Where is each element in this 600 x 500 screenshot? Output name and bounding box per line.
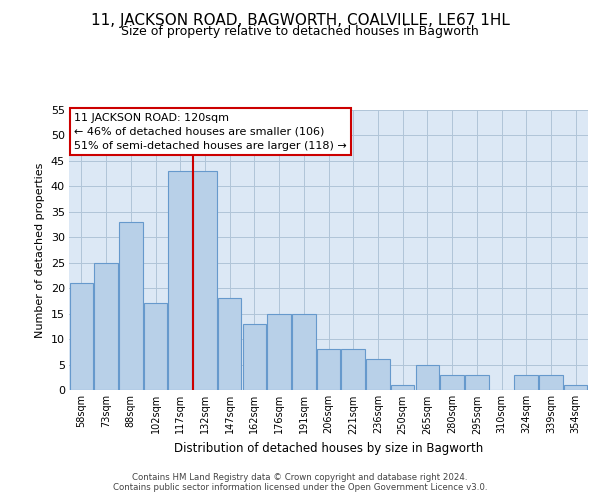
- Bar: [144, 304, 167, 390]
- Bar: [119, 222, 143, 390]
- Bar: [218, 298, 241, 390]
- Bar: [242, 324, 266, 390]
- Bar: [366, 360, 389, 390]
- Bar: [564, 385, 587, 390]
- Text: 11, JACKSON ROAD, BAGWORTH, COALVILLE, LE67 1HL: 11, JACKSON ROAD, BAGWORTH, COALVILLE, L…: [91, 12, 509, 28]
- Bar: [416, 364, 439, 390]
- Bar: [94, 262, 118, 390]
- Bar: [193, 171, 217, 390]
- Text: Contains HM Land Registry data © Crown copyright and database right 2024.
Contai: Contains HM Land Registry data © Crown c…: [113, 473, 487, 492]
- Bar: [292, 314, 316, 390]
- X-axis label: Distribution of detached houses by size in Bagworth: Distribution of detached houses by size …: [174, 442, 483, 455]
- Y-axis label: Number of detached properties: Number of detached properties: [35, 162, 45, 338]
- Text: Size of property relative to detached houses in Bagworth: Size of property relative to detached ho…: [121, 25, 479, 38]
- Bar: [268, 314, 291, 390]
- Bar: [465, 374, 488, 390]
- Bar: [341, 350, 365, 390]
- Text: 11 JACKSON ROAD: 120sqm
← 46% of detached houses are smaller (106)
51% of semi-d: 11 JACKSON ROAD: 120sqm ← 46% of detache…: [74, 113, 347, 151]
- Bar: [391, 385, 415, 390]
- Bar: [539, 374, 563, 390]
- Bar: [440, 374, 464, 390]
- Bar: [514, 374, 538, 390]
- Bar: [317, 350, 340, 390]
- Bar: [70, 283, 93, 390]
- Bar: [169, 171, 192, 390]
